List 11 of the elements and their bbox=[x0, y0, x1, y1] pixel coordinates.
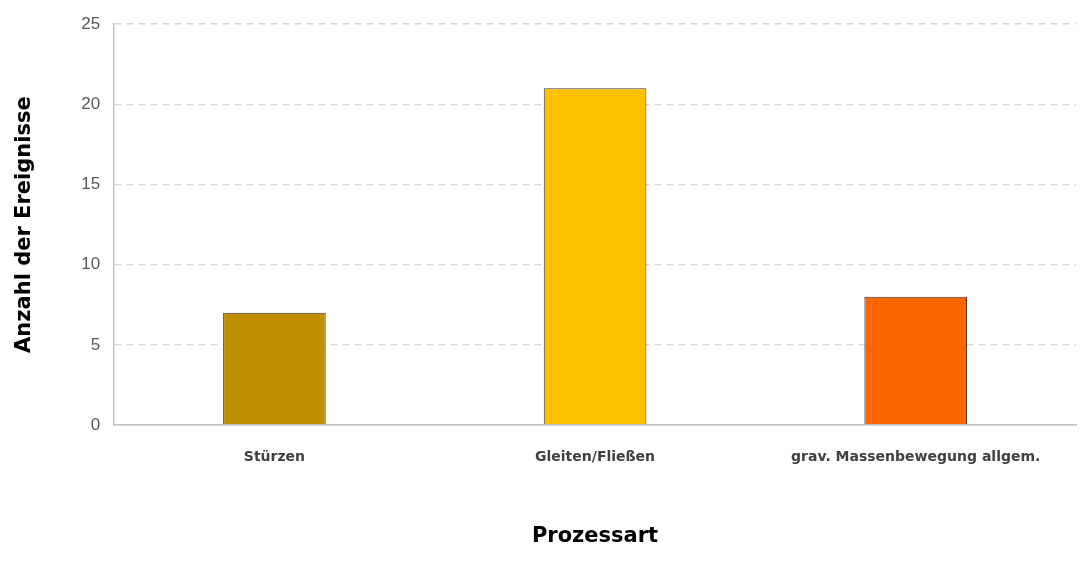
x-tick-label: Stürzen bbox=[243, 448, 306, 465]
y-tick-label: 0 bbox=[90, 414, 101, 434]
y-tick-label: 25 bbox=[81, 13, 101, 33]
x-tick-label: Gleiten/Fließen bbox=[535, 448, 656, 465]
y-tick-label: 15 bbox=[81, 174, 101, 194]
x-tick-label: grav. Massenbewegung allgem. bbox=[791, 448, 1041, 465]
y-tick-label: 10 bbox=[81, 254, 101, 274]
y-axis-title: Anzahl der Ereignisse bbox=[11, 96, 36, 353]
x-axis-title: Prozessart bbox=[531, 522, 659, 547]
y-tick-label: 20 bbox=[81, 94, 101, 114]
y-tick-label: 5 bbox=[90, 334, 101, 354]
